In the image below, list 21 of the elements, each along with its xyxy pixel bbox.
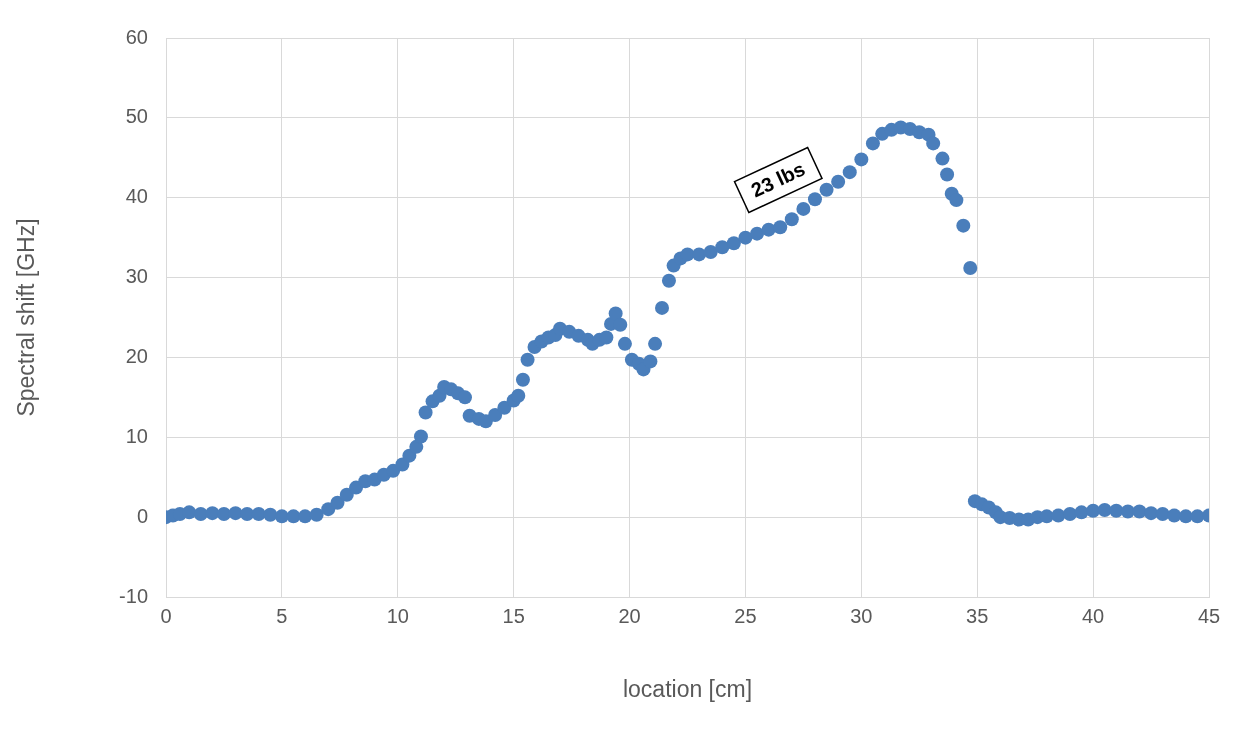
x-tick-label: 5 (276, 604, 288, 627)
x-tick-label: 25 (734, 604, 757, 627)
x-tick-label: 45 (1197, 604, 1221, 627)
y-tick-label: 50 (125, 105, 148, 128)
annotation: 23 lbs (747, 157, 809, 202)
x-tick-label: 20 (618, 604, 641, 627)
x-tick-label: 0 (160, 604, 172, 627)
y-tick-label: 10 (125, 424, 148, 447)
y-tick-label: 20 (125, 344, 148, 367)
y-tick-label: 30 (125, 265, 148, 288)
y-axis-title: Spectral shift [GHz] (13, 218, 40, 417)
x-tick-label: 10 (386, 604, 409, 627)
x-tick-label: 40 (1081, 604, 1105, 627)
x-tick-label: 15 (502, 604, 525, 627)
x-axis-title: location [cm] (622, 675, 753, 702)
y-tick-label: 40 (125, 185, 148, 208)
x-tick-label: 30 (850, 604, 873, 627)
y-tick-label: 60 (125, 25, 148, 48)
y-tick-label: 0 (136, 504, 148, 527)
x-tick-label: 35 (966, 604, 989, 627)
y-tick-label: -10 (119, 584, 148, 607)
